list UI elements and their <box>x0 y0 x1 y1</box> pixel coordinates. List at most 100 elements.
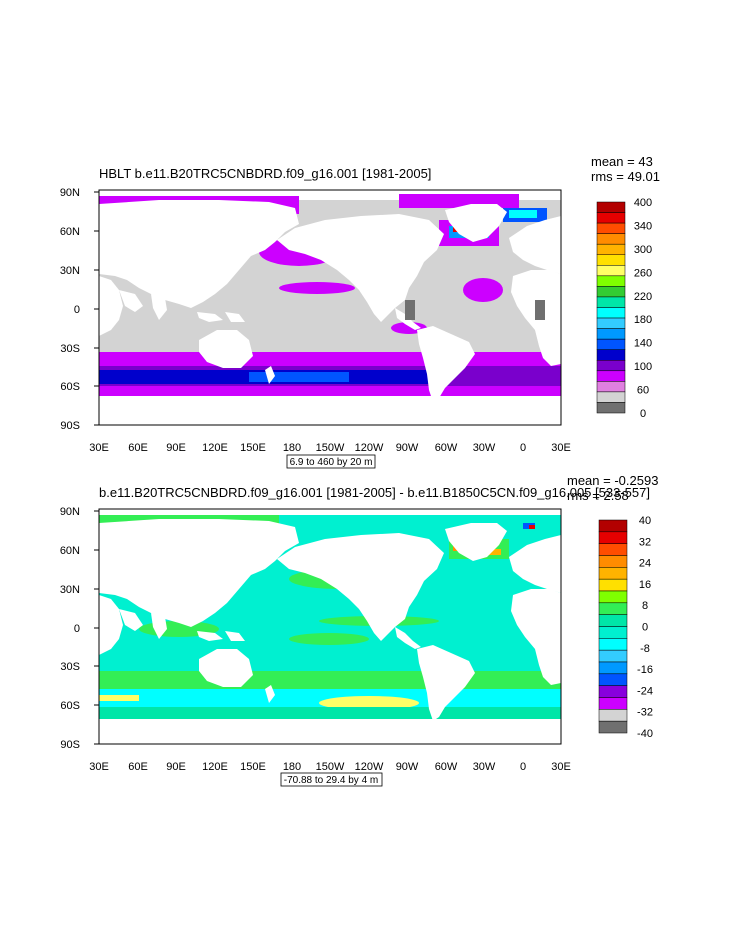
panel-1-colorbar: 400 340 300 260 220 180 140 100 60 0 <box>596 197 652 420</box>
panel-1-rms: rms = 49.01 <box>591 169 660 184</box>
colorbar-swatch <box>596 254 626 266</box>
lon-label: 90W <box>396 442 419 454</box>
colorbar-swatch <box>596 201 626 213</box>
colorbar-label: 16 <box>639 579 651 591</box>
colorbar-swatch <box>596 243 626 255</box>
colorbar-swatch <box>596 265 626 277</box>
colorbar-swatch <box>598 638 628 651</box>
colorbar-swatch <box>598 661 628 675</box>
colorbar-swatch <box>596 402 626 414</box>
lon-label: 150W <box>316 442 345 454</box>
colorbar-swatch <box>598 697 628 710</box>
panel-1-info-box: 6.9 to 460 by 20 m <box>286 454 376 469</box>
colorbar-swatch <box>598 614 628 627</box>
lat-label: 30S <box>60 343 80 355</box>
colorbar-swatch <box>596 349 626 361</box>
colorbar-label: -24 <box>637 685 653 697</box>
lon-label: 30E <box>551 761 571 773</box>
colorbar-swatch <box>598 555 628 568</box>
colorbar-swatch <box>598 673 628 686</box>
lon-label: 0 <box>520 761 526 773</box>
colorbar-swatch <box>598 578 628 592</box>
lon-label: 60E <box>128 442 148 454</box>
lat-label: 0 <box>74 623 80 635</box>
colorbar-label: 40 <box>639 515 651 527</box>
colorbar-swatch <box>596 275 626 287</box>
lat-label: 60N <box>60 545 80 557</box>
colorbar-swatch <box>598 649 628 663</box>
lon-label: 120W <box>355 442 384 454</box>
colorbar-swatch <box>598 567 628 580</box>
colorbar-label: 60 <box>637 385 649 397</box>
lat-label: 30N <box>60 265 80 277</box>
colorbar-label: 32 <box>639 536 651 548</box>
lat-label: 60S <box>60 381 80 393</box>
lat-label: 90S <box>60 420 80 432</box>
panel-1-lon-axis: 30E 60E 90E 120E 150E 180 150W 120W 90W … <box>89 442 571 454</box>
panel-2-rms: rms = 2.58 <box>567 488 629 503</box>
lon-label: 0 <box>520 442 526 454</box>
lon-label: 60W <box>435 442 458 454</box>
colorbar-swatch <box>596 370 626 382</box>
colorbar-label: 260 <box>634 267 652 279</box>
panel-1: HBLT b.e11.B20TRC5CNBDRD.f09_g16.001 [19… <box>60 154 660 469</box>
colorbar-label: 300 <box>634 244 652 256</box>
colorbar-label: 220 <box>634 291 652 303</box>
panel-2-lat-axis: 90N 60N 30N 0 30S 60S 90S <box>60 506 99 751</box>
lat-label: 90S <box>60 739 80 751</box>
colorbar-label: -8 <box>640 643 650 655</box>
colorbar-label: -16 <box>637 664 653 676</box>
colorbar-label: -32 <box>637 707 653 719</box>
colorbar-label: 340 <box>634 220 652 232</box>
lon-label: 150W <box>316 761 345 773</box>
colorbar-swatch <box>596 296 626 308</box>
lon-label: 150E <box>240 761 266 773</box>
colorbar-swatch <box>596 233 626 245</box>
colorbar-swatch <box>596 307 626 319</box>
colorbar-swatch <box>598 531 628 544</box>
lon-label: 30W <box>473 761 496 773</box>
panel-2: b.e11.B20TRC5CNBDRD.f09_g16.001 [1981-20… <box>60 473 658 787</box>
colorbar-swatch <box>596 222 626 234</box>
colorbar-swatch <box>598 543 628 556</box>
colorbar-swatch <box>596 286 626 298</box>
panel-2-info-text: -70.88 to 29.4 by 4 m <box>284 775 379 786</box>
lon-label: 30W <box>473 442 496 454</box>
colorbar-swatch <box>596 360 626 372</box>
panel-2-lon-axis: 30E 60E 90E 120E 150E 180 150W 120W 90W … <box>89 761 571 773</box>
panel-2-colorbar: 40 32 24 16 8 0 -8 -16 -24 -32 -40 <box>598 515 653 740</box>
lon-label: 90E <box>166 761 186 773</box>
panel-1-mean: mean = 43 <box>591 154 653 169</box>
lon-label: 150E <box>240 442 266 454</box>
lat-label: 60S <box>60 700 80 712</box>
lon-label: 90W <box>396 761 419 773</box>
colorbar-label: 0 <box>640 408 646 420</box>
colorbar-label: 140 <box>634 338 652 350</box>
colorbar-label: 24 <box>639 558 651 570</box>
colorbar-swatch <box>598 685 628 698</box>
colorbar-label: -40 <box>637 728 653 740</box>
colorbar-label: 0 <box>642 622 648 634</box>
lat-label: 30N <box>60 584 80 596</box>
lon-label: 120E <box>202 442 228 454</box>
colorbar-swatch <box>598 626 628 639</box>
colorbar-swatch <box>596 391 626 403</box>
colorbar-swatch <box>596 328 626 340</box>
colorbar-label: 8 <box>642 600 648 612</box>
panel-2-mean: mean = -0.2593 <box>567 473 658 488</box>
panel-2-title: b.e11.B20TRC5CNBDRD.f09_g16.001 [1981-20… <box>99 485 650 500</box>
lon-label: 30E <box>89 761 109 773</box>
colorbar-label: 100 <box>634 361 652 373</box>
panel-2-info-box: -70.88 to 29.4 by 4 m <box>280 772 383 787</box>
panel-1-map <box>98 189 562 426</box>
lon-label: 120E <box>202 761 228 773</box>
colorbar-swatch <box>596 317 626 329</box>
lat-label: 0 <box>74 304 80 316</box>
panel-2-map <box>98 508 562 745</box>
colorbar-label: 180 <box>634 314 652 326</box>
panel-1-info-text: 6.9 to 460 by 20 m <box>290 457 373 468</box>
colorbar-swatch <box>596 381 626 393</box>
lat-label: 90N <box>60 187 80 199</box>
colorbar-label: 400 <box>634 197 652 209</box>
lon-label: 60E <box>128 761 148 773</box>
